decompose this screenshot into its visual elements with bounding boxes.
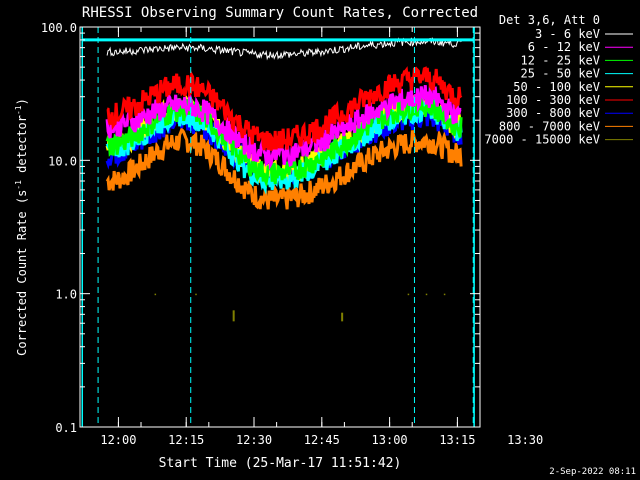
y-axis-label: Corrected Count Rate (s-1 detector-1): [14, 98, 29, 356]
y-axis: 100.0 10.0 1.0 0.1: [41, 21, 480, 435]
legend-entry-label: 12 - 25 keV: [521, 53, 600, 67]
plot-area: 100.0 10.0 1.0 0.1 12:00 12:15 12:30 12:45 13:0…: [41, 21, 543, 447]
legend-entry-label: 25 - 50 keV: [521, 67, 600, 81]
x-axis: 12:00 12:15 12:30 12:45 13:00 13:15 13:30: [100, 27, 543, 447]
y-label-end: ): [15, 98, 29, 105]
y-tick-label: 10.0: [48, 154, 77, 168]
y-label-mid: detector: [15, 115, 29, 180]
y-tick-label: 0.1: [55, 421, 77, 435]
sporadic-dot: [443, 293, 446, 296]
plot-frame: [79, 26, 481, 428]
legend-entry-label: 3 - 6 keV: [535, 27, 600, 41]
series-line: [106, 66, 463, 151]
series-line: [105, 127, 463, 210]
y-tick-label: 1.0: [55, 288, 77, 302]
legend-entry-label: 7000 - 15000 keV: [484, 133, 600, 147]
series-line: [105, 93, 463, 188]
x-axis-label: Start Time (25-Mar-17 11:51:42): [159, 456, 402, 471]
y-tick-label: 100.0: [41, 21, 77, 35]
series-line: [105, 85, 462, 170]
legend-entry-label: 800 - 7000 keV: [499, 119, 600, 133]
legend-entry-label: 50 - 100 keV: [513, 80, 600, 94]
sporadic-dot: [195, 293, 197, 296]
y-label-main: Corrected Count Rate (s: [15, 190, 29, 356]
legend-entry-label: 100 - 300 keV: [506, 93, 600, 107]
sporadic-dot: [154, 293, 157, 296]
flag-lines: [81, 27, 475, 427]
y-label-sup2: -1: [14, 105, 23, 115]
x-tick-label: 12:00: [100, 433, 136, 447]
x-tick-label: 13:15: [439, 433, 475, 447]
y-label-sup1: -1: [14, 180, 23, 190]
sporadic-dot: [425, 293, 428, 296]
sporadic-dot: [407, 293, 410, 296]
series-lines: [105, 36, 463, 210]
sporadic-marks: [154, 293, 446, 322]
footer-date: 2-Sep-2022 08:11: [549, 467, 636, 477]
legend-entry-label: 6 - 12 keV: [528, 40, 600, 54]
x-tick-label: 12:30: [236, 433, 272, 447]
x-tick-label: 13:00: [372, 433, 408, 447]
series-line: [106, 36, 462, 61]
x-tick-label: 12:15: [168, 433, 204, 447]
legend-header: Det 3,6, Att 0: [499, 13, 600, 27]
x-tick-label: 12:45: [304, 433, 340, 447]
legend-entry-label: 300 - 800 keV: [506, 106, 600, 120]
x-tick-label: 13:30: [507, 433, 543, 447]
chart-title: RHESSI Observing Summary Count Rates, Co…: [82, 5, 478, 21]
